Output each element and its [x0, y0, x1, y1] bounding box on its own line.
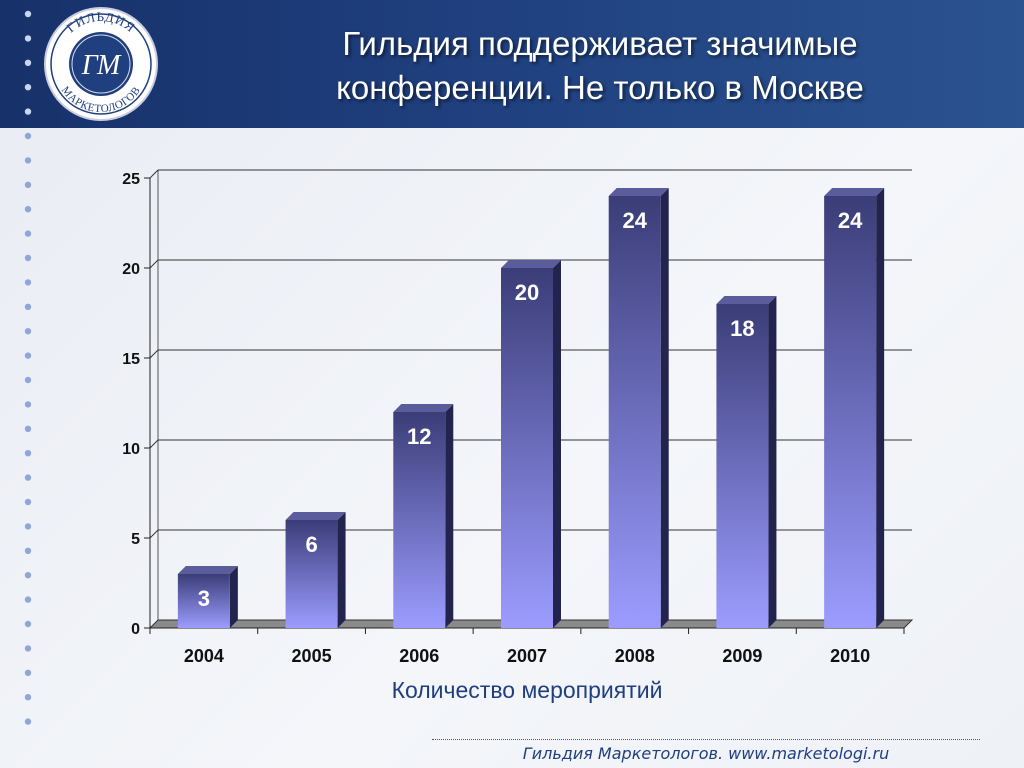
x-tick-label: 2007 [507, 646, 547, 666]
bar [285, 520, 338, 628]
bar [393, 412, 446, 628]
decorative-dot [24, 84, 32, 91]
footer-divider [432, 739, 980, 740]
page-title: Гильдия поддерживает значимые конференци… [200, 22, 1000, 110]
x-tick-label: 2009 [722, 646, 762, 666]
bar-side [768, 296, 777, 628]
x-tick-label: 2010 [830, 646, 870, 666]
bar-top [285, 512, 346, 520]
gridline-diagonal [149, 529, 159, 539]
decorative-dot [24, 132, 32, 140]
decorative-dot [24, 596, 32, 603]
decorative-dot [24, 376, 32, 384]
bar-side [553, 260, 561, 628]
decorative-dot [24, 694, 32, 701]
decorative-dot [24, 181, 32, 188]
decorative-dot [24, 59, 32, 66]
decorative-dot [24, 279, 32, 286]
bar-value-label: 18 [730, 316, 754, 341]
decorative-dot [24, 450, 32, 457]
decorative-dot [24, 157, 32, 164]
bar [824, 196, 877, 628]
decorative-dot [24, 498, 32, 506]
decorative-dot [24, 425, 32, 432]
bar [501, 268, 553, 628]
decorative-dot [24, 620, 32, 628]
y-tick-label: 20 [122, 261, 140, 278]
decorative-dot [24, 35, 32, 42]
x-tick-label: 2006 [399, 646, 439, 666]
decorative-dot [24, 718, 32, 725]
bar-side [337, 512, 346, 628]
bar [177, 574, 230, 628]
bar-side [445, 404, 454, 628]
x-axis-title: Количество мероприятий [392, 677, 663, 703]
bar-value-label: 3 [198, 586, 210, 611]
bar-side [876, 188, 885, 628]
decorative-dot [24, 572, 32, 579]
bar [716, 304, 769, 628]
y-tick-label: 15 [122, 351, 140, 368]
bar-top [608, 188, 669, 196]
y-tick-label: 10 [122, 441, 140, 458]
decorative-dot [24, 108, 32, 115]
x-tick-label: 2008 [615, 646, 655, 666]
decorative-dot [24, 474, 32, 481]
bar-top [393, 404, 454, 412]
decorative-dot [24, 547, 32, 554]
bar-value-label: 24 [622, 208, 647, 233]
gridline-diagonal [149, 349, 159, 359]
y-tick-label: 5 [131, 531, 140, 548]
decorative-dot [24, 645, 32, 652]
bar-side [660, 188, 669, 628]
decorative-dot [24, 206, 32, 213]
title-banner [0, 0, 1024, 128]
guild-logo: ГИЛЬДИЯ МАРКЕТОЛОГОВ ГМ [44, 7, 158, 121]
bar-value-label: 24 [838, 208, 863, 233]
bar [608, 196, 661, 628]
decorative-dot [24, 254, 32, 262]
bar-top [177, 566, 238, 574]
decorative-dot [24, 230, 32, 237]
logo-monogram: ГМ [81, 50, 122, 81]
bar-side [229, 566, 238, 628]
bar-top [824, 188, 885, 196]
decorative-dot [24, 352, 32, 359]
decorative-dot [24, 303, 32, 310]
gridline-diagonal [149, 439, 159, 449]
decorative-dot [24, 669, 32, 676]
x-tick-label: 2004 [184, 646, 224, 666]
bar-value-label: 6 [305, 532, 317, 557]
bar-top [501, 260, 561, 268]
y-tick-label: 0 [131, 621, 140, 638]
bar-top [716, 296, 777, 304]
chart-labels: 3 2004 6 2005 12 2006 20 2007 24 2008 18 2009 24 2010… [184, 208, 870, 703]
decorative-dot [24, 401, 32, 408]
page-title-line-1: Гильдия поддерживает значимые [342, 25, 858, 62]
gridline-diagonal [149, 259, 159, 269]
decorative-dot [24, 523, 32, 530]
footer-text: Гильдия Маркетологов. www.marketologi.ru [522, 744, 890, 763]
decorative-dot [24, 10, 32, 18]
bar-value-label: 20 [515, 280, 539, 305]
decorative-dot [24, 328, 32, 335]
x-tick-label: 2005 [292, 646, 332, 666]
decorative-dot-column [24, 10, 32, 725]
y-tick-label: 25 [122, 171, 140, 188]
page-title-line-2: конференции. Не только в Москве [336, 69, 864, 106]
chart-bars [177, 188, 885, 628]
gridline-diagonal [149, 169, 159, 179]
bar-value-label: 12 [407, 424, 431, 449]
